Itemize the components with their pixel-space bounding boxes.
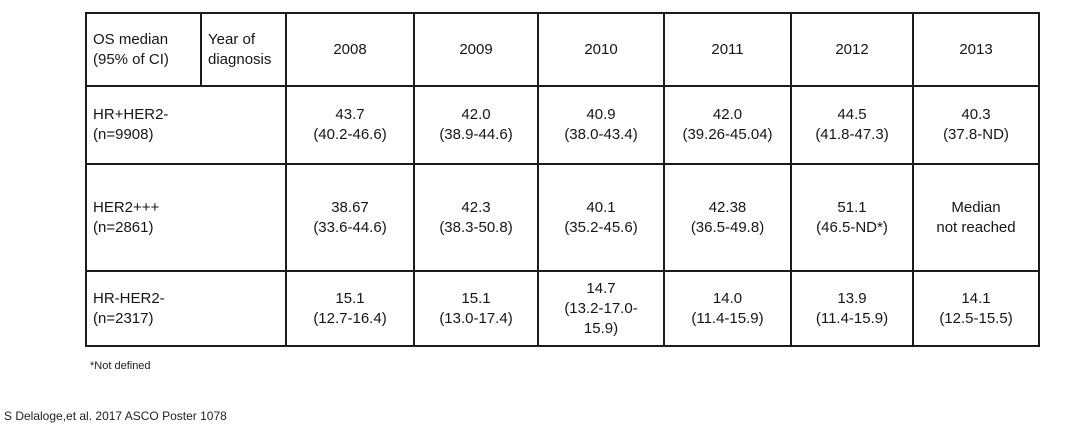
cell-hr-pos-her2-neg-2013: 40.3 (37.8-ND) [912,85,1040,165]
cell-hr-pos-her2-neg-2009: 42.0 (38.9-44.6) [413,85,539,165]
cell-hr-neg-her2-neg-2010: 14.7 (13.2-17.0- 15.9) [537,270,665,347]
header-year-2008: 2008 [285,12,415,87]
cell-hr-neg-her2-neg-2008: 15.1 (12.7-16.4) [285,270,415,347]
header-year-2011: 2011 [663,12,792,87]
citation-reference: S Delaloge,et al. 2017 ASCO Poster 1078 [4,409,227,423]
cell-her2-triple-pos-2011: 42.38 (36.5-49.8) [663,163,792,272]
cell-her2-triple-pos-2008: 38.67 (33.6-44.6) [285,163,415,272]
cell-hr-pos-her2-neg-2010: 40.9 (38.0-43.4) [537,85,665,165]
header-year-2012: 2012 [790,12,914,87]
row-label-hr-pos-her2-neg: HR+HER2- (n=9908) [85,85,287,165]
row-label-hr-neg-her2-neg: HR-HER2- (n=2317) [85,270,287,347]
cell-hr-pos-her2-neg-2012: 44.5 (41.8-47.3) [790,85,914,165]
row-label-her2-triple-pos: HER2+++ (n=2861) [85,163,287,272]
cell-hr-neg-her2-neg-2009: 15.1 (13.0-17.4) [413,270,539,347]
table-header-row: OS median (95% of CI) Year of diagnosis … [85,12,1040,87]
cell-hr-pos-her2-neg-2011: 42.0 (39.26-45.04) [663,85,792,165]
cell-hr-neg-her2-neg-2012: 13.9 (11.4-15.9) [790,270,914,347]
header-year-2010: 2010 [537,12,665,87]
cell-hr-neg-her2-neg-2011: 14.0 (11.4-15.9) [663,270,792,347]
cell-her2-triple-pos-2013: Median not reached [912,163,1040,272]
cell-hr-neg-her2-neg-2013: 14.1 (12.5-15.5) [912,270,1040,347]
header-year-of-diagnosis: Year of diagnosis [200,12,287,87]
footnote-not-defined: *Not defined [90,360,151,372]
cell-her2-triple-pos-2009: 42.3 (38.3-50.8) [413,163,539,272]
header-year-2013: 2013 [912,12,1040,87]
cell-hr-pos-her2-neg-2008: 43.7 (40.2-46.6) [285,85,415,165]
header-os-median: OS median (95% of CI) [85,12,202,87]
table-row-her2-triple-pos: HER2+++ (n=2861) 38.67 (33.6-44.6) 42.3 … [85,163,1040,272]
os-median-table: OS median (95% of CI) Year of diagnosis … [85,12,1040,347]
table-row-hr-neg-her2-neg: HR-HER2- (n=2317) 15.1 (12.7-16.4) 15.1 … [85,270,1040,347]
cell-her2-triple-pos-2010: 40.1 (35.2-45.6) [537,163,665,272]
table-row-hr-pos-her2-neg: HR+HER2- (n=9908) 43.7 (40.2-46.6) 42.0 … [85,85,1040,165]
cell-her2-triple-pos-2012: 51.1 (46.5-ND*) [790,163,914,272]
header-year-2009: 2009 [413,12,539,87]
